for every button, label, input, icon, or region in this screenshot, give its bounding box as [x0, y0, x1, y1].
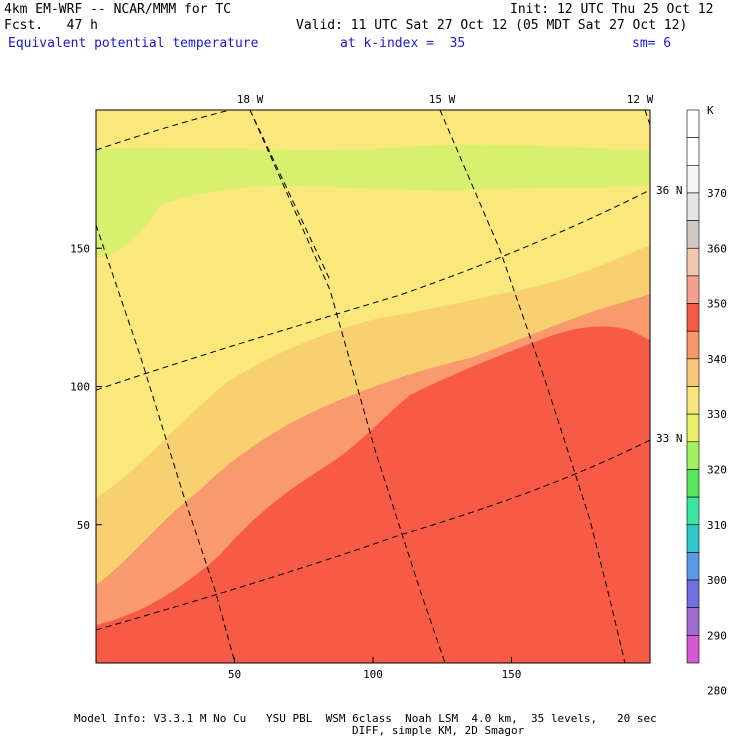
model-physics: DIFF, simple KM, 2D Smagor — [352, 724, 525, 737]
meridian-18w — [249, 110, 331, 281]
region-335-345 — [96, 326, 650, 663]
longitude-label: 15 W — [429, 93, 456, 106]
colorbar-label: 320 — [707, 463, 727, 476]
colorbar-unit: K — [707, 104, 714, 117]
region-315-320 — [96, 144, 650, 258]
colorbar-swatch — [686, 165, 700, 194]
colorbar-swatch — [686, 607, 700, 636]
meridian-12w-line — [644, 110, 650, 126]
colorbar-label: 370 — [707, 187, 727, 200]
colorbar-label: 330 — [707, 408, 727, 421]
axis-ticks: 50 100 150 50 100 150 18 W 15 W 12 W 36 N 33 N — [70, 93, 682, 681]
meridian-21w-line — [96, 224, 236, 663]
colorbar: K 280 290 300 310 320 330 340 350 360 370 — [686, 104, 727, 698]
model-title: 4km EM-WRF -- NCAR/MMM for TC — [4, 2, 231, 17]
y-tick-label: 50 — [77, 519, 90, 532]
colorbar-label: 280 — [707, 685, 727, 698]
smoothing-info: sm= 6 — [632, 36, 672, 51]
init-time: Init: 12 UTC Thu 25 Oct 12 — [510, 2, 714, 17]
colorbar-swatch — [686, 303, 700, 332]
colorbar-swatch — [686, 247, 700, 277]
field-name: Equivalent potential temperature — [8, 36, 259, 51]
x-tick-label: 150 — [502, 668, 522, 681]
level-info: at k-index = 35 — [340, 36, 466, 51]
colorbar-swatch — [686, 220, 700, 249]
colorbar-swatch — [686, 137, 700, 166]
colorbar-swatch — [686, 469, 700, 498]
forecast-hour: Fcst. 47 h — [4, 18, 98, 33]
colorbar-label: 360 — [707, 242, 727, 255]
latitude-label: 33 N — [656, 432, 683, 445]
colorbar-swatch — [686, 579, 700, 608]
colorbar-swatch — [686, 524, 700, 553]
colorbar-swatch — [686, 330, 700, 360]
colorbar-swatch — [686, 496, 700, 526]
shaded-field — [96, 110, 650, 663]
parallel-36n-line — [96, 189, 650, 391]
colorbar-swatch — [686, 413, 700, 443]
y-tick-label: 150 — [70, 242, 90, 255]
y-tick-label: 100 — [70, 381, 90, 394]
colorbar-swatch — [686, 192, 700, 221]
meridian-18w-line — [249, 110, 446, 663]
graticule — [96, 110, 650, 663]
valid-time: Valid: 11 UTC Sat 27 Oct 12 (05 MDT Sat … — [296, 18, 688, 33]
longitude-label: 18 W — [237, 93, 264, 106]
colorbar-label: 340 — [707, 353, 727, 366]
colorbar-swatch — [686, 109, 700, 138]
colorbar-label: 350 — [707, 298, 727, 311]
colorbar-swatch — [686, 552, 700, 581]
colorbar-label: 310 — [707, 519, 727, 532]
colorbar-label: 290 — [707, 629, 727, 642]
meridian-15w-line — [439, 110, 626, 663]
colorbar-swatch — [686, 386, 700, 415]
colorbar-label: 300 — [707, 574, 727, 587]
model-info: Model Info: V3.3.1 M No Cu YSU PBL WSM 6… — [74, 712, 657, 725]
colorbar-swatch — [686, 635, 700, 664]
x-tick-label: 50 — [228, 668, 241, 681]
colorbar-swatch — [686, 441, 700, 470]
latitude-label: 36 N — [656, 184, 683, 197]
parallel-39n-line — [96, 110, 231, 151]
x-tick-label: 100 — [363, 668, 383, 681]
colorbar-swatch — [686, 275, 700, 304]
longitude-label: 12 W — [627, 93, 654, 106]
colorbar-swatch — [686, 358, 700, 387]
